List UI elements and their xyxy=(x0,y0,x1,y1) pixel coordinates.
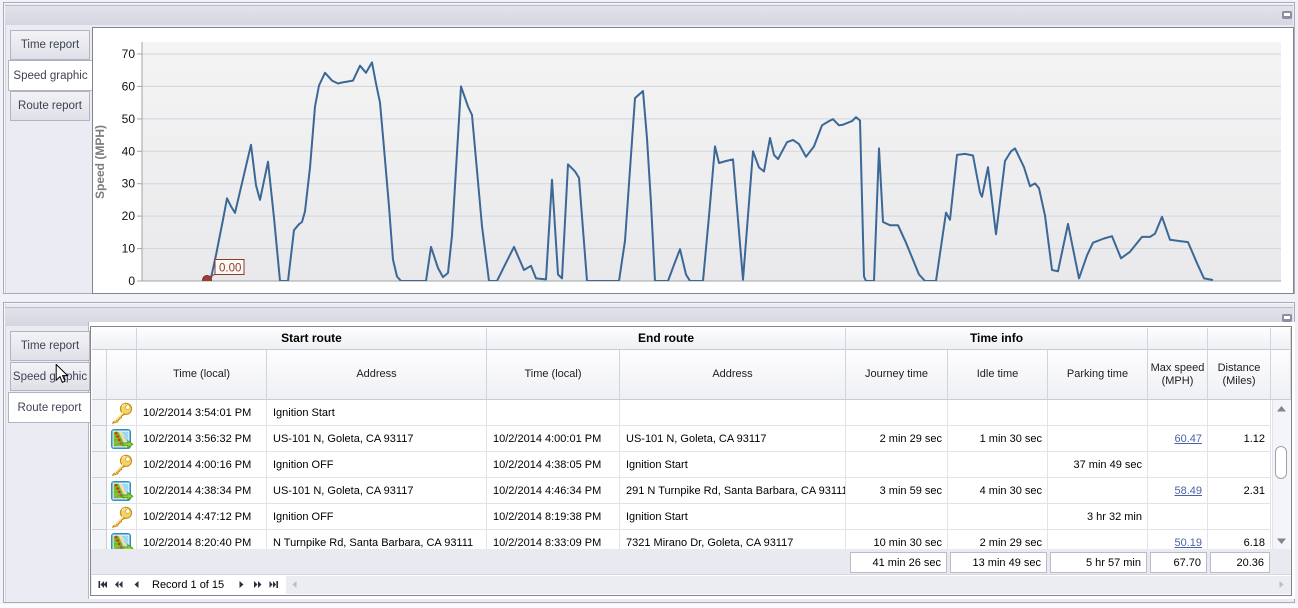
svg-text:40: 40 xyxy=(122,144,136,158)
svg-text:60: 60 xyxy=(122,79,136,93)
svg-text:0.00: 0.00 xyxy=(219,263,241,275)
svg-text:50: 50 xyxy=(122,112,136,126)
svg-text:70: 70 xyxy=(122,47,136,61)
svg-text:Speed (MPH): Speed (MPH) xyxy=(93,125,107,199)
svg-text:20: 20 xyxy=(122,209,136,223)
svg-text:30: 30 xyxy=(122,177,136,191)
svg-text:10: 10 xyxy=(122,242,136,256)
svg-text:0: 0 xyxy=(128,274,135,288)
